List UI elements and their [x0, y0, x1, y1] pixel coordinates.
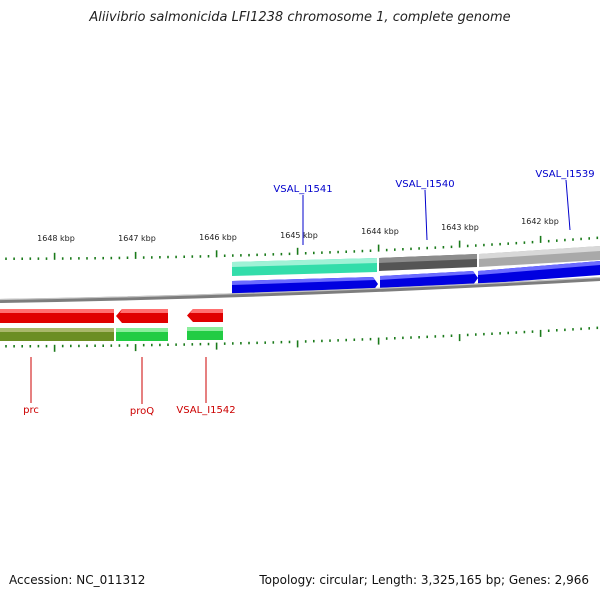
leader-vsal-i1539: [565, 179, 571, 231]
scale-label-1646: 1646 kbp: [199, 233, 237, 242]
reverse-gene-track: [0, 309, 223, 323]
scale-labels: 1648 kbp 1647 kbp 1646 kbp 1645 kbp 1644…: [37, 217, 559, 243]
accession-text: Accession: NC_011312: [9, 573, 146, 587]
gene-label-prc[interactable]: prc: [23, 405, 39, 416]
gene-label-vsal-i1541[interactable]: VSAL_I1541: [273, 184, 332, 195]
leader-vsal-i1540: [424, 189, 428, 241]
scale-label-1642: 1642 kbp: [521, 217, 559, 226]
upper-tick-row: [5, 235, 599, 260]
scale-label-1648: 1648 kbp: [37, 234, 75, 243]
scale-label-1645: 1645 kbp: [280, 231, 318, 240]
gene-label-vsal-i1540[interactable]: VSAL_I1540: [395, 179, 454, 190]
reverse-label-leaders: [30, 357, 207, 404]
chromosome-backbone: [0, 277, 600, 303]
genome-summary-text: Topology: circular; Length: 3,325,165 bp…: [259, 573, 589, 587]
gene-label-vsal-i1542[interactable]: VSAL_I1542: [176, 405, 235, 416]
inner-cds-track: [0, 327, 223, 341]
gene-label-proq[interactable]: proQ: [130, 406, 154, 417]
outer-cds-track: [232, 246, 600, 276]
forward-label-leaders: [302, 179, 571, 245]
scale-label-1647: 1647 kbp: [118, 234, 156, 243]
scale-label-1644: 1644 kbp: [361, 227, 399, 236]
scale-label-1643: 1643 kbp: [441, 223, 479, 232]
gene-label-vsal-i1539[interactable]: VSAL_I1539: [535, 169, 594, 180]
map-title: Aliivibrio salmonicida LFI1238 chromosom…: [89, 10, 511, 25]
lower-tick-row: [5, 326, 599, 352]
